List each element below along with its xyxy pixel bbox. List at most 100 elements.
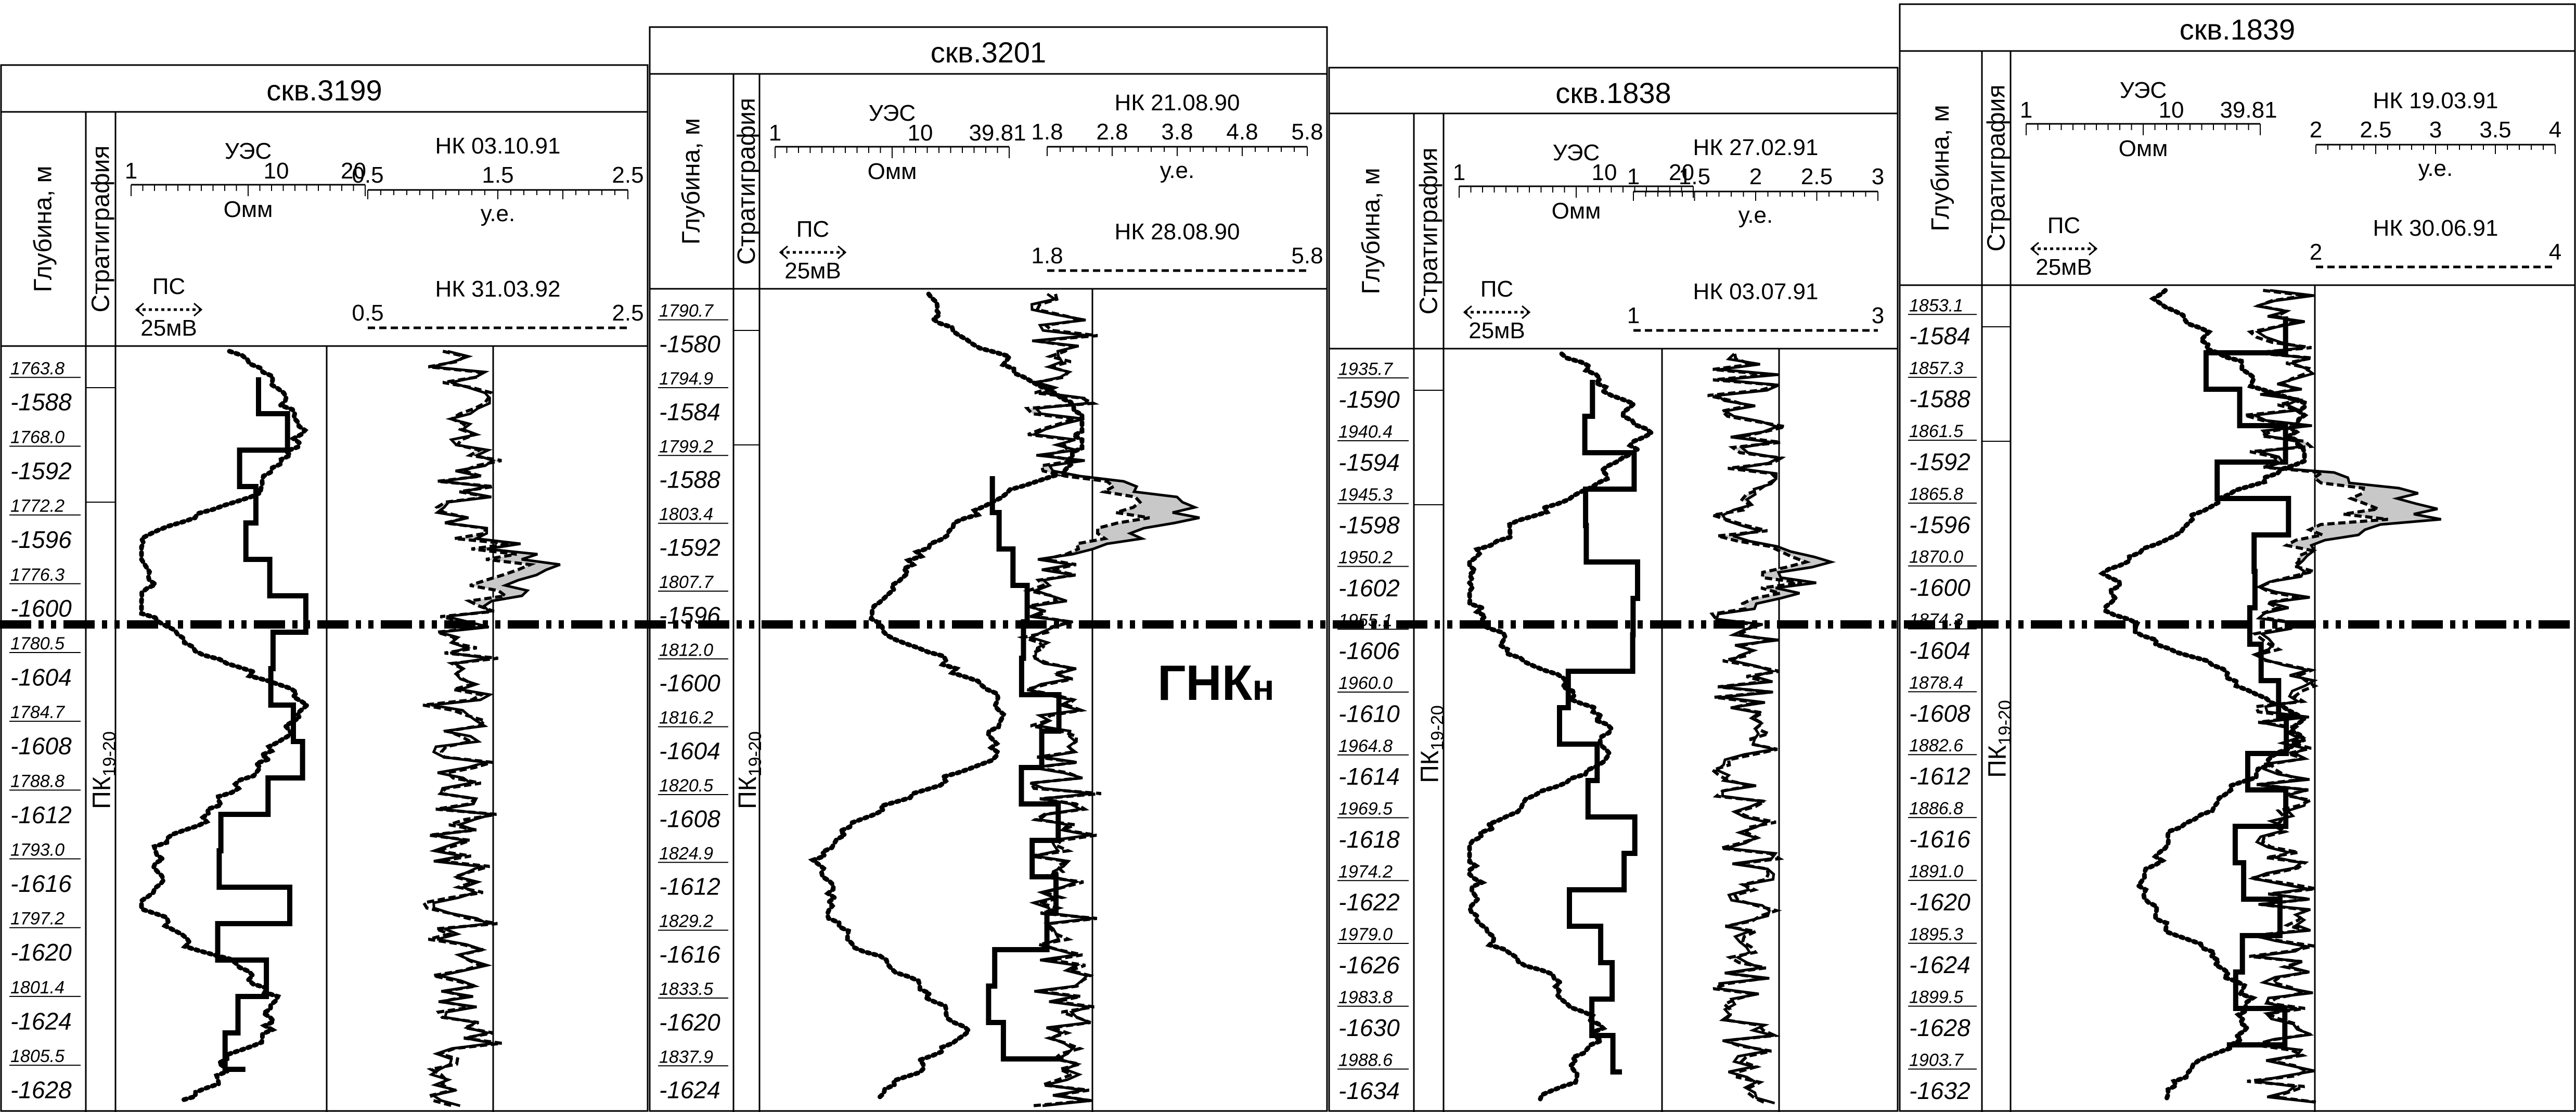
nk1-label: НК 21.08.90 xyxy=(1115,90,1240,116)
ps-curve xyxy=(1466,351,1656,1102)
measured-depth: 1812.0 xyxy=(659,640,713,660)
nk1-tick-label: 2.8 xyxy=(1096,119,1128,145)
nk2-tick-label: 4 xyxy=(2549,239,2561,265)
absolute-depth: -1616 xyxy=(1909,826,1970,853)
measured-depth: 1969.5 xyxy=(1338,799,1393,819)
strat-unit-sub: 19-20 xyxy=(100,731,120,776)
absolute-depth: -1588 xyxy=(659,466,720,493)
measured-depth: 1805.5 xyxy=(10,1046,65,1066)
absolute-depth: -1600 xyxy=(659,670,720,697)
nk1-tick-label: 2.5 xyxy=(1801,164,1833,189)
absolute-depth: -1592 xyxy=(659,534,720,561)
nk1-label: НК 03.10.91 xyxy=(435,133,561,159)
nk2-tick-label: 3 xyxy=(1872,303,1884,328)
nk1-tick-label: 2 xyxy=(1749,164,1762,189)
nk2-curve xyxy=(2244,289,2388,1104)
measured-depth: 1780.5 xyxy=(10,634,65,654)
absolute-depth: -1616 xyxy=(659,941,720,968)
strat-unit-text: ПК xyxy=(734,776,762,809)
measured-depth: 1794.9 xyxy=(659,369,713,389)
ues-tick-label: 10 xyxy=(1592,160,1617,185)
gas-shading xyxy=(1027,388,1200,611)
gas-shading xyxy=(437,445,560,611)
ues-label: УЭС xyxy=(869,100,916,126)
measured-depth: 1878.4 xyxy=(1909,673,1963,693)
measured-depth: 1870.0 xyxy=(1909,547,1963,567)
measured-depth: 1964.8 xyxy=(1338,736,1393,756)
ues-tick-label: 39.81 xyxy=(2220,97,2277,123)
ues-label: УЭС xyxy=(225,138,272,164)
nk1-tick-label: 3 xyxy=(1872,164,1884,189)
measured-depth: 1935.7 xyxy=(1338,359,1393,379)
ues-tick-label: 10 xyxy=(2159,97,2184,123)
strat-header: Стратиграфия xyxy=(1983,85,2011,252)
nk1-tick-label: 3.8 xyxy=(1161,119,1193,145)
absolute-depth: -1608 xyxy=(1909,700,1970,727)
ues-tick-label: 1 xyxy=(125,158,137,184)
omm-label: Омм xyxy=(1552,198,1601,224)
nk1-tick-label: 2.5 xyxy=(2360,117,2391,143)
nk1-tick-label: 1 xyxy=(1627,164,1640,189)
well-title: скв.3199 xyxy=(266,74,382,107)
ps-scale-label: 25мВ xyxy=(140,315,197,341)
absolute-depth: -1604 xyxy=(1909,637,1970,664)
nk1-tick-label: 4.8 xyxy=(1226,119,1258,145)
well-panel-4: скв.1839 Глубина, м Стратиграфия УЭС 1 10 39.8… xyxy=(1899,3,2576,1112)
ps-scale-arrows xyxy=(1463,305,1531,319)
measured-depth: 1903.7 xyxy=(1909,1050,1964,1070)
ues-curve xyxy=(986,476,1064,1062)
measured-depth: 1895.3 xyxy=(1909,925,1963,944)
measured-depth: 1837.9 xyxy=(659,1047,713,1067)
absolute-depth: -1616 xyxy=(10,870,72,897)
ues-tick-label: 1 xyxy=(2020,97,2032,123)
ues-tick-label: 39.81 xyxy=(969,120,1026,146)
omm-label: Омм xyxy=(224,197,273,222)
absolute-depth: -1588 xyxy=(10,389,72,416)
nk1-unit: у.е. xyxy=(1160,158,1195,183)
panel-frame xyxy=(1899,3,2576,1112)
measured-depth: 1824.9 xyxy=(659,843,713,863)
ps-scale-arrows xyxy=(135,302,203,317)
absolute-depth: -1624 xyxy=(659,1077,720,1104)
nk2-label: НК 30.06.91 xyxy=(2373,215,2498,241)
ps-scale-label: 25мВ xyxy=(1469,318,1525,343)
absolute-depth: -1626 xyxy=(1338,951,1400,978)
strat-unit-label: ПК19-20 xyxy=(1984,700,2015,777)
measured-depth: 1793.0 xyxy=(10,840,65,860)
ues-tick-label: 20 xyxy=(341,158,366,184)
ues-tick-label: 10 xyxy=(264,158,289,184)
absolute-depth: -1630 xyxy=(1338,1014,1400,1041)
nk1-tick-label: 1.8 xyxy=(1031,119,1063,145)
absolute-depth: -1618 xyxy=(1338,826,1400,853)
strat-unit-label: ПК19-20 xyxy=(88,731,120,809)
measured-depth: 1784.7 xyxy=(10,702,65,722)
measured-depth: 1861.5 xyxy=(1909,421,1963,441)
nk1-unit: у.е. xyxy=(1738,202,1773,228)
nk2-curve xyxy=(421,350,536,1107)
measured-depth: 1797.2 xyxy=(10,909,65,929)
panel-frame xyxy=(1328,67,1899,1112)
strat-unit-sub: 19-20 xyxy=(745,731,765,776)
depth-header: Глубина, м xyxy=(1358,168,1385,294)
nk2-tick-label: 0.5 xyxy=(352,300,383,326)
nk1-tick-label: 3.5 xyxy=(2479,117,2511,143)
depth-header: Глубина, м xyxy=(30,165,57,292)
ps-scale-arrows xyxy=(2030,241,2098,256)
absolute-depth: -1624 xyxy=(1909,951,1970,978)
ps-curve xyxy=(138,349,311,1103)
measured-depth: 1768.0 xyxy=(10,427,65,447)
measured-depth: 1816.2 xyxy=(659,708,713,728)
absolute-depth: -1608 xyxy=(10,733,72,760)
well-panel-1: скв.3199 Глубина, м Стратиграфия УЭС 1 10 20 Ом… xyxy=(0,64,649,1112)
measured-depth: 1833.5 xyxy=(659,979,713,999)
absolute-depth: -1608 xyxy=(659,805,720,832)
measured-depth: 1772.2 xyxy=(10,496,65,516)
measured-depth: 1945.3 xyxy=(1338,485,1393,505)
nk2-tick-label: 2.5 xyxy=(612,300,643,326)
strat-unit-label: ПК19-20 xyxy=(734,731,765,809)
gnk-text: ГНК xyxy=(1157,655,1253,711)
nk1-tick-label: 0.5 xyxy=(352,162,383,188)
measured-depth: 1803.4 xyxy=(659,505,713,525)
strat-unit-text: ПК xyxy=(1416,750,1444,783)
